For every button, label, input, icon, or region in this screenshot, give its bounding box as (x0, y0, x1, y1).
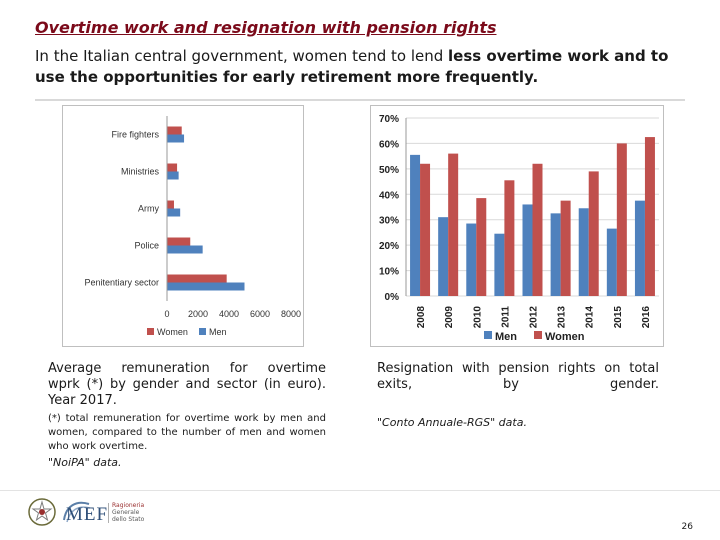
left-caption: Average remuneration for overtime wprk (… (48, 361, 326, 409)
category-label: Ministries (121, 167, 160, 177)
footnote-line: who work overtime. (48, 441, 148, 452)
bar-women (532, 163, 543, 296)
legend-label: Women (157, 327, 188, 337)
bar-men (167, 282, 245, 291)
ministry-line: Ragioneria (112, 502, 145, 509)
overtime-remuneration-chart: Fire fighters Ministries Army Police Peniten… (84, 116, 301, 337)
mef-logo-text: MEF (66, 504, 109, 525)
bar-women (167, 163, 178, 172)
x-tick-label: 6000 (250, 309, 270, 319)
page-title: Overtime work and resignation with pensi… (35, 18, 497, 37)
y-tick-label: 30% (379, 216, 399, 227)
y-tick-label: 60% (379, 139, 399, 150)
legend-swatch-women (534, 331, 542, 339)
bar-men (410, 154, 421, 296)
x-tick-label: 0 (164, 309, 169, 319)
bar-women (448, 153, 459, 296)
legend-swatch-women (147, 328, 154, 335)
legend-swatch-men (199, 328, 206, 335)
bar-men (167, 245, 203, 254)
ministry-line: dello Stato (112, 516, 145, 523)
ministry-name (108, 503, 109, 523)
page-subtitle: In the Italian central government, women… (35, 46, 695, 88)
right-caption: Resignation with pension rights on total… (377, 361, 659, 393)
subtitle-bold: less overtime work and to use the opport… (35, 47, 669, 86)
bar-women (560, 200, 571, 296)
left-caption-line: Average remuneration for overtime (48, 361, 326, 376)
x-tick-label: 2014 (585, 306, 596, 329)
left-caption-line: wprk (*) by gender and sector (in euro). (48, 377, 326, 392)
x-tick-label: 2009 (444, 306, 455, 329)
bar-women (616, 143, 627, 296)
legend-label: Men (209, 327, 227, 337)
x-tick-label: 2011 (500, 306, 511, 328)
right-caption-line: exits, by gender. (377, 377, 659, 392)
left-footnote: (*) total remuneration for overtime work… (48, 412, 326, 454)
right-source: "Conto Annuale-RGS" data. (377, 416, 527, 429)
bar-women (476, 198, 487, 296)
y-tick-label: 50% (379, 165, 399, 176)
x-tick-label: 2010 (472, 306, 483, 329)
emblem-icon (28, 498, 56, 526)
mef-logo-icon (63, 501, 91, 523)
legend-label: Women (545, 331, 585, 343)
x-tick-label: 2015 (613, 306, 624, 329)
legend-label: Men (495, 331, 517, 343)
x-tick-label: 2013 (557, 306, 568, 329)
bar-women (644, 137, 655, 296)
ministry-name-text: Ragioneria Generale dello Stato (112, 502, 144, 523)
subtitle-plain: In the Italian central government, women… (35, 47, 449, 65)
bar-men (167, 171, 179, 180)
x-tick-label: 8000 (281, 309, 301, 319)
ministry-line: Generale (112, 509, 140, 516)
bar-women (167, 274, 227, 283)
bar-men (578, 208, 589, 296)
footer-divider (0, 490, 720, 491)
resignation-pension-chart: 0% 10% 20% 30% 40% 50% 60% 70% 2008 2009 2010 2011 2… (379, 114, 659, 343)
left-source: "NoiPA" data. (48, 456, 122, 469)
x-tick-label: 2016 (641, 306, 652, 329)
y-tick-label: 10% (379, 267, 399, 278)
bar-men (466, 223, 477, 296)
footnote-line: women, compared to the number of men and… (48, 427, 326, 438)
legend-swatch-men (484, 331, 492, 339)
page-number: 26 (681, 522, 693, 532)
resignation-chart-frame: 0% 10% 20% 30% 40% 50% 60% 70% 2008 2009 2010 2011 2… (370, 105, 664, 347)
bar-women (167, 200, 174, 209)
left-caption-line: Year 2017. (48, 393, 117, 408)
footnote-line: (*) total remuneration for overtime work… (48, 413, 326, 424)
bar-women (167, 237, 191, 246)
category-label: Fire fighters (111, 130, 159, 140)
bar-women (167, 126, 182, 135)
category-label: Penitentiary sector (84, 278, 159, 288)
bar-men (494, 233, 505, 296)
bar-men (167, 208, 181, 217)
title-divider (35, 99, 685, 101)
x-tick-label: 2000 (188, 309, 208, 319)
y-tick-label: 20% (379, 241, 399, 252)
bar-men (634, 200, 645, 296)
category-label: Police (134, 241, 159, 251)
bar-men (438, 217, 449, 296)
y-tick-label: 40% (379, 190, 399, 201)
category-label: Army (138, 204, 159, 214)
x-tick-label: 2008 (416, 306, 427, 329)
bar-men (167, 134, 185, 143)
bar-men (550, 213, 561, 296)
x-tick-label: 4000 (219, 309, 239, 319)
bar-women (420, 163, 431, 296)
overtime-chart-frame: Fire fighters Ministries Army Police Peniten… (62, 105, 304, 347)
y-tick-label: 0% (385, 292, 400, 303)
y-tick-label: 70% (379, 114, 399, 125)
bar-men (606, 228, 617, 296)
bar-women (588, 171, 599, 296)
right-caption-line: Resignation with pension rights on total (377, 361, 659, 376)
x-tick-label: 2012 (529, 306, 540, 329)
bar-women (504, 180, 515, 296)
bar-men (522, 204, 533, 296)
